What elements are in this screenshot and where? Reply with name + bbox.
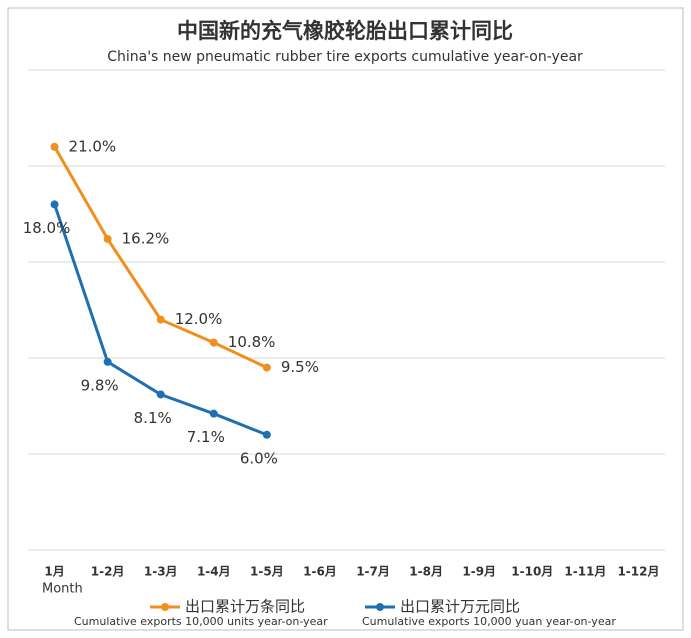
chart-subtitle: China's new pneumatic rubber tire export… [107,49,583,65]
data-label: 8.1% [134,409,172,427]
data-point [156,315,165,324]
chart-frame [7,7,684,631]
legend-description: Cumulative exports 10,000 yuan year-on-y… [362,615,616,628]
x-tick-label: 1-10月 [511,565,553,579]
x-tick-label: 1-8月 [409,565,443,579]
legend-marker [161,603,169,611]
data-point [103,357,112,366]
data-point [156,390,165,399]
data-label: 7.1% [187,428,225,446]
legend-description: Cumulative exports 10,000 units year-on-… [74,615,328,628]
x-tick-label: 1-2月 [91,565,125,579]
data-point [50,142,59,151]
x-axis-label: Month [42,582,83,597]
x-tick-label: 1-11月 [564,565,606,579]
data-point [262,363,271,372]
data-label: 10.8% [228,333,276,351]
data-label: 16.2% [122,229,170,247]
x-tick-label: 1月 [44,565,64,579]
data-label: 9.8% [81,376,119,394]
legend-label: 出口累计万条同比 [185,598,305,616]
data-point [209,338,218,347]
x-tick-label: 1-7月 [356,565,390,579]
x-tick-label: 1-6月 [303,565,337,579]
data-label: 21.0% [69,137,117,155]
x-tick-label: 1-5月 [250,565,284,579]
chart-title: 中国新的充气橡胶轮胎出口累计同比 [177,19,513,43]
data-point [103,234,112,243]
data-label: 9.5% [281,358,319,376]
data-label: 18.0% [23,219,71,237]
x-tick-label: 1-3月 [144,565,178,579]
legend-label: 出口累计万元同比 [400,598,520,616]
x-tick-label: 1-9月 [462,565,496,579]
data-point [209,409,218,418]
x-tick-label: 1-12月 [617,565,659,579]
data-point [262,430,271,439]
legend-marker [376,603,384,611]
x-tick-label: 1-4月 [197,565,231,579]
data-point [50,200,59,209]
data-label: 12.0% [175,310,223,328]
data-label: 6.0% [240,449,278,467]
